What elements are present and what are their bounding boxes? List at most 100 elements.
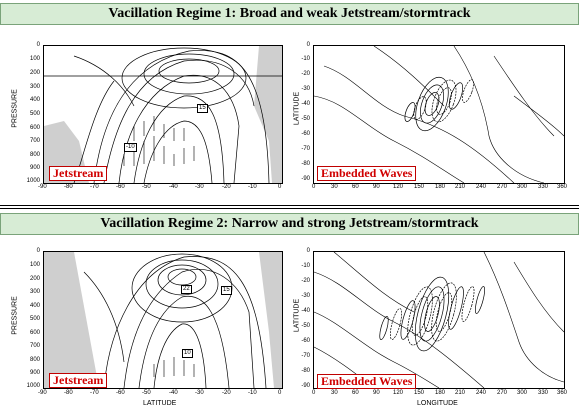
- latitude-tick: -70: [90, 390, 99, 396]
- latitude-tick: -50: [142, 184, 151, 190]
- longitude-tick: 0: [312, 390, 316, 396]
- pressure-tick: 800: [29, 357, 40, 363]
- regime1-pressure-axis-label: PRESSURE: [11, 89, 19, 128]
- latitude-tick: -30: [195, 390, 204, 396]
- regime1-jetstream-label: Jetstream: [49, 166, 108, 181]
- regime1-embedded-waves-label: Embedded Waves: [317, 166, 417, 181]
- longitude-tick: 240: [476, 184, 487, 190]
- longitude-tick: 360: [557, 184, 568, 190]
- latitude-tick: -50: [301, 323, 310, 329]
- pressure-tick: 400: [29, 97, 40, 103]
- pressure-tick: 0: [36, 42, 40, 48]
- pressure-tick: 100: [29, 262, 40, 268]
- longitude-tick: 150: [414, 184, 425, 190]
- latitude-tick: -20: [301, 71, 310, 77]
- regime2-waves-plot: Embedded Waves: [313, 251, 565, 389]
- pressure-tick: 100: [29, 56, 40, 62]
- pressure-tick: 800: [29, 152, 40, 158]
- latitude-tick: 0: [278, 390, 282, 396]
- longitude-tick: 60: [352, 184, 359, 190]
- longitude-tick: 210: [455, 390, 466, 396]
- latitude-tick: -80: [64, 184, 73, 190]
- pressure-tick: 1000: [26, 178, 40, 184]
- regime2-longitude-axis-label: LONGITUDE: [417, 400, 458, 407]
- longitude-tick: 180: [435, 390, 446, 396]
- regime1-title: Vacillation Regime 1: Broad and weak Jet…: [0, 3, 579, 25]
- latitude-tick: -90: [38, 184, 47, 190]
- latitude-tick: -40: [169, 184, 178, 190]
- latitude-tick: -30: [301, 86, 310, 92]
- latitude-tick: 0: [278, 184, 282, 190]
- regime2-jetstream-label: Jetstream: [49, 373, 108, 388]
- regime2-waves-contours: [313, 251, 565, 389]
- latitude-tick: -90: [38, 390, 47, 396]
- latitude-tick: -70: [90, 184, 99, 190]
- longitude-tick: 120: [393, 390, 404, 396]
- longitude-tick: 270: [497, 390, 508, 396]
- latitude-tick: -50: [142, 390, 151, 396]
- regime2-latitude-x-axis-label: LATITUDE: [143, 400, 177, 407]
- regime2-contour-label-b: 15: [221, 286, 232, 295]
- latitude-tick: -70: [301, 353, 310, 359]
- pressure-tick: 700: [29, 343, 40, 349]
- latitude-tick: 0: [306, 42, 310, 48]
- latitude-tick: 0: [306, 248, 310, 254]
- longitude-tick: 210: [455, 184, 466, 190]
- pressure-tick: 500: [29, 111, 40, 117]
- pressure-tick: 300: [29, 289, 40, 295]
- pressure-tick: 300: [29, 84, 40, 90]
- pressure-tick: 900: [29, 370, 40, 376]
- latitude-tick: -40: [301, 101, 310, 107]
- panel-divider-bottom: [0, 208, 579, 209]
- latitude-tick: -10: [301, 56, 310, 62]
- latitude-tick: -90: [301, 383, 310, 389]
- latitude-tick: -60: [301, 338, 310, 344]
- longitude-tick: 60: [352, 390, 359, 396]
- latitude-tick: -40: [169, 390, 178, 396]
- latitude-tick: -10: [248, 390, 257, 396]
- regime1-contour-label-b: -10: [124, 143, 137, 152]
- regime1-waves-plot: Embedded Waves: [313, 45, 565, 184]
- regime2-title: Vacillation Regime 2: Narrow and strong …: [0, 213, 579, 235]
- regime1-latitude-axis-label: LATITUDE: [293, 91, 301, 126]
- regime1-jetstream-plot: 15 -10 Jetstream: [43, 45, 283, 184]
- regime2-pressure-axis-label: PRESSURE: [11, 296, 19, 335]
- latitude-tick: -30: [195, 184, 204, 190]
- latitude-tick: -90: [301, 176, 310, 182]
- longitude-tick: 300: [517, 184, 528, 190]
- regime1-jetstream-contours: [44, 46, 282, 184]
- pressure-tick: 700: [29, 138, 40, 144]
- latitude-tick: -80: [301, 161, 310, 167]
- regime1-contour-label-a: 15: [197, 104, 208, 113]
- longitude-tick: 330: [538, 390, 549, 396]
- latitude-tick: -10: [248, 184, 257, 190]
- latitude-tick: -60: [301, 131, 310, 137]
- regime2-jetstream-plot: 22 15 10 Jetstream: [43, 251, 283, 389]
- latitude-tick: -80: [301, 368, 310, 374]
- pressure-tick: 900: [29, 165, 40, 171]
- pressure-tick: 0: [36, 248, 40, 254]
- pressure-tick: 200: [29, 276, 40, 282]
- longitude-tick: 90: [373, 184, 380, 190]
- longitude-tick: 30: [331, 390, 338, 396]
- regime2-latitude-axis-label: LATITUDE: [293, 298, 301, 333]
- longitude-tick: 120: [393, 184, 404, 190]
- regime2-contour-label-c: 10: [182, 349, 193, 358]
- latitude-tick: -60: [116, 184, 125, 190]
- longitude-tick: 150: [414, 390, 425, 396]
- pressure-tick: 500: [29, 316, 40, 322]
- longitude-tick: 270: [497, 184, 508, 190]
- longitude-tick: 30: [331, 184, 338, 190]
- pressure-tick: 400: [29, 303, 40, 309]
- latitude-tick: -50: [301, 116, 310, 122]
- latitude-tick: -70: [301, 146, 310, 152]
- latitude-tick: -20: [301, 278, 310, 284]
- longitude-tick: 330: [538, 184, 549, 190]
- regime2-embedded-waves-label: Embedded Waves: [317, 374, 417, 389]
- pressure-tick: 600: [29, 330, 40, 336]
- latitude-tick: -60: [116, 390, 125, 396]
- longitude-tick: 0: [312, 184, 316, 190]
- latitude-tick: -20: [222, 390, 231, 396]
- longitude-tick: 90: [373, 390, 380, 396]
- regime2-contour-label-a: 22: [181, 285, 192, 294]
